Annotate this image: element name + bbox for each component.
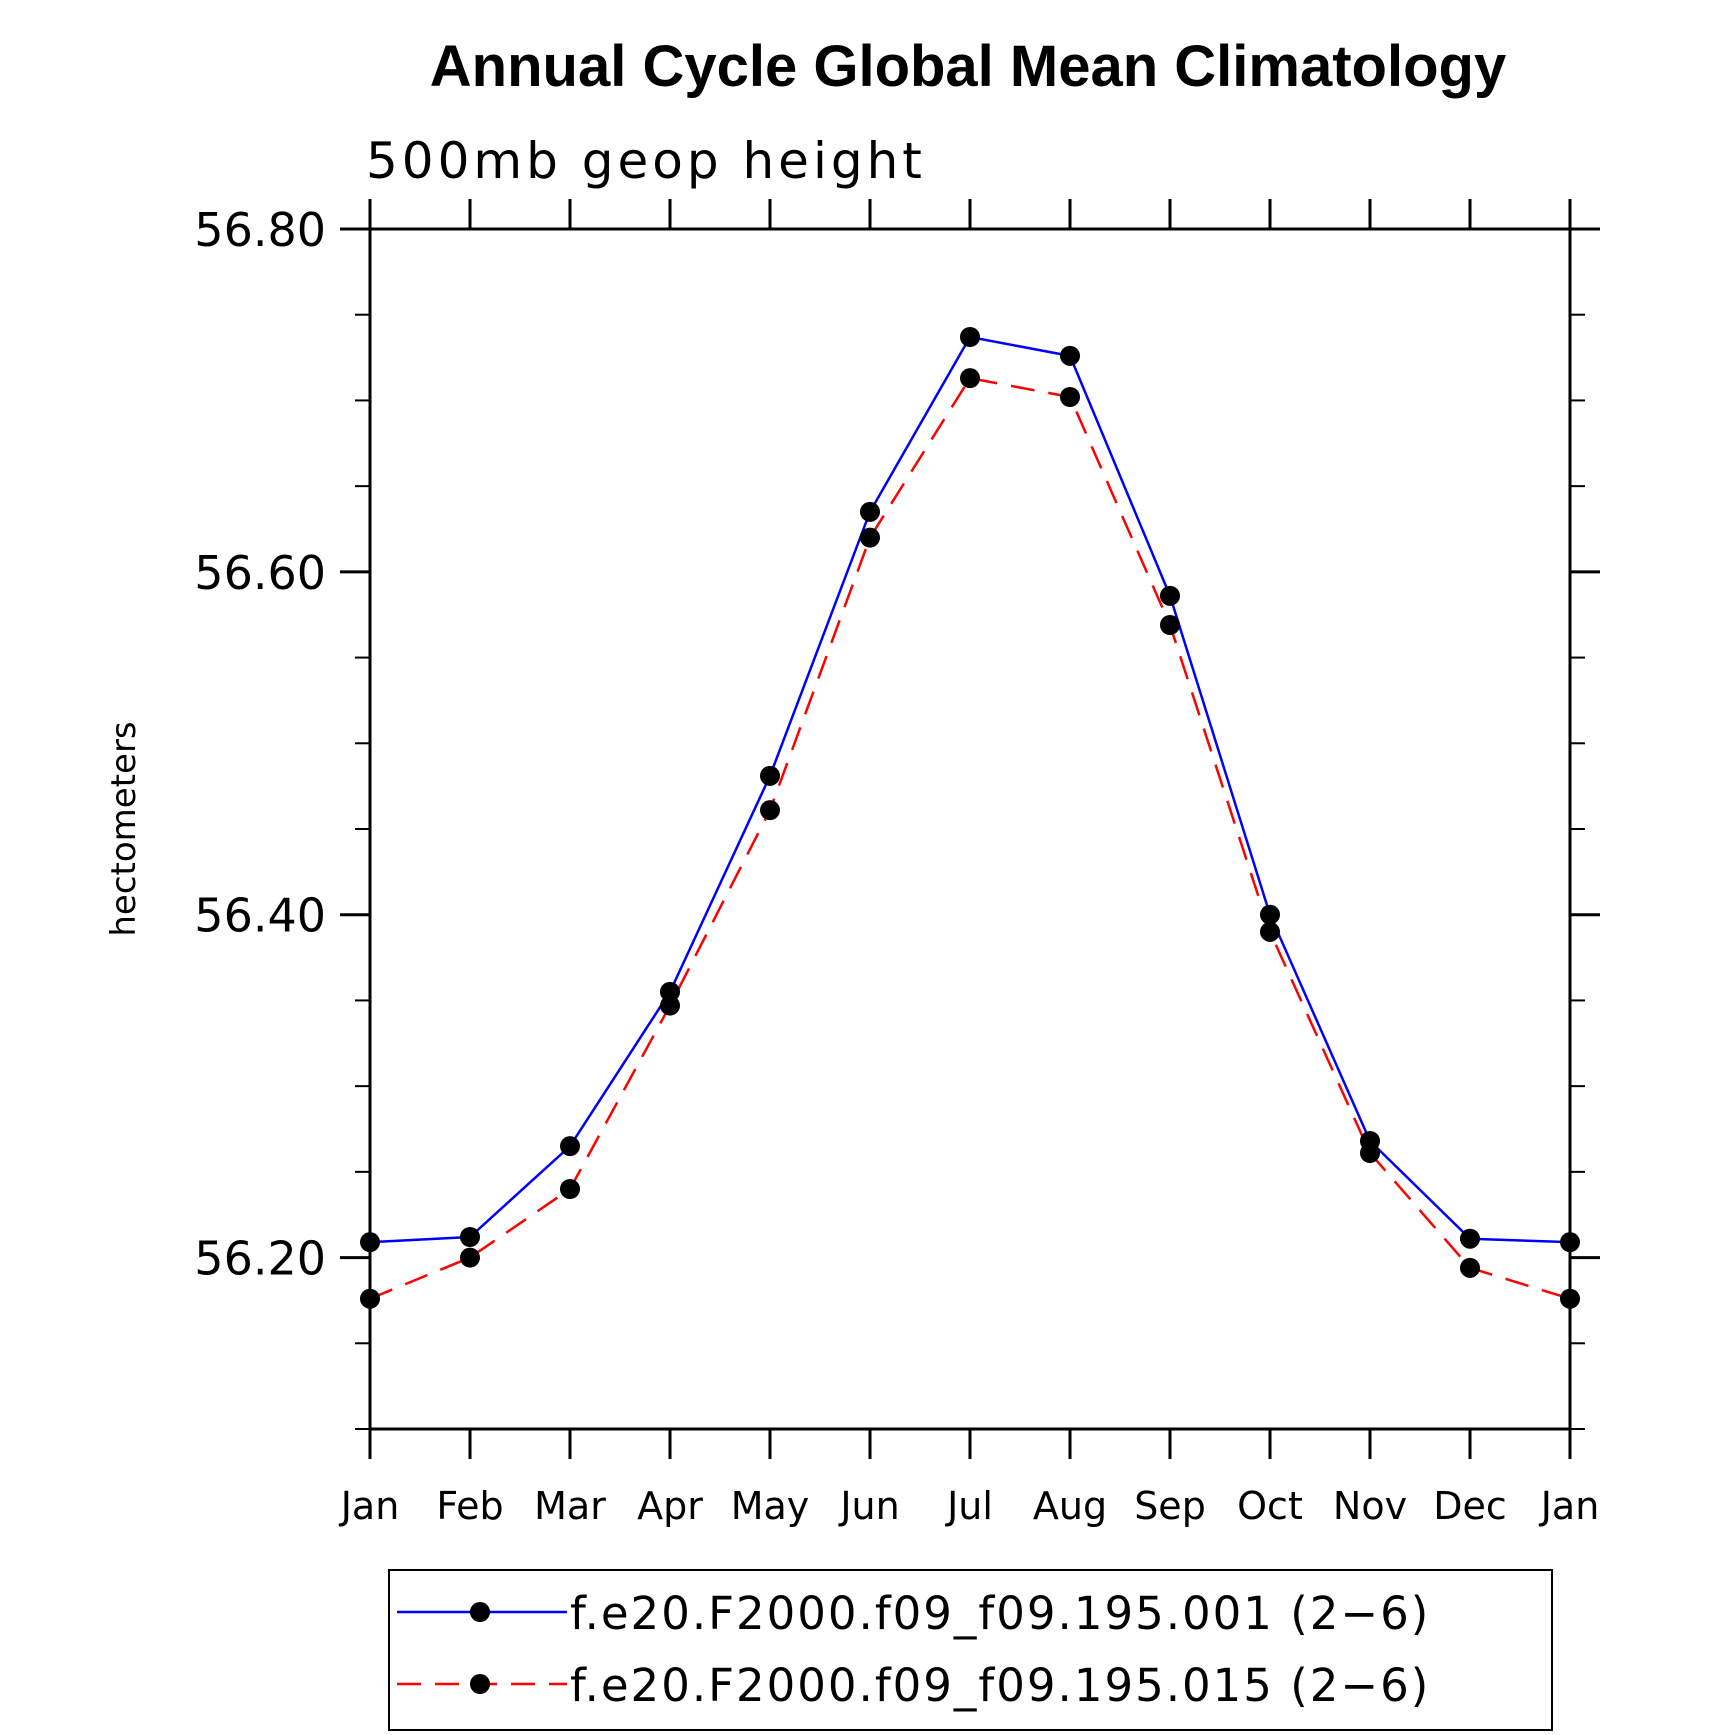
series-layer xyxy=(360,327,1580,1309)
series-2-point xyxy=(1560,1288,1580,1309)
x-tick-label: May xyxy=(731,1484,810,1528)
series-2-point xyxy=(1060,387,1080,407)
chart-subtitle: 500mb geop height xyxy=(366,132,926,190)
legend-label-2: f.e20.F2000.f09_f09.195.015 (2−6) xyxy=(570,1659,1430,1712)
series-2-point xyxy=(860,527,880,548)
series-1-point xyxy=(1060,345,1080,366)
series-2-point xyxy=(960,368,980,389)
series-1-point xyxy=(360,1232,380,1253)
y-axis-label: hectometers xyxy=(104,721,144,936)
x-tick-label: Sep xyxy=(1134,1484,1206,1528)
series-2-point xyxy=(560,1179,580,1199)
x-tick-label: Jan xyxy=(339,1484,400,1528)
x-tick-label: Jan xyxy=(1539,1484,1600,1528)
series-1-point xyxy=(760,765,780,786)
series-1-point xyxy=(1260,904,1280,925)
x-tick-label: Oct xyxy=(1237,1484,1303,1528)
y-tick-label: 56.80 xyxy=(194,203,326,257)
x-tick-label: Dec xyxy=(1433,1484,1507,1528)
series-2-point xyxy=(760,800,780,821)
legend-label-1: f.e20.F2000.f09_f09.195.001 (2−6) xyxy=(570,1587,1430,1640)
y-tick-label: 56.40 xyxy=(194,889,326,943)
series-1-point xyxy=(560,1136,580,1157)
series-2-point xyxy=(1160,615,1180,635)
series-1-point xyxy=(860,501,880,522)
x-tick-label: Feb xyxy=(436,1484,503,1528)
x-tick-label: Apr xyxy=(637,1484,703,1528)
legend: f.e20.F2000.f09_f09.195.001 (2−6) f.e20.F… xyxy=(397,1587,1430,1712)
axis-ticks: Jan Feb Mar Apr May Jun Jul Aug Sep Oct Nov Dec Jan 5… xyxy=(194,199,1600,1528)
x-tick-label: Nov xyxy=(1333,1484,1407,1528)
series-2-point xyxy=(360,1288,380,1309)
series-1-point xyxy=(460,1227,480,1247)
y-tick-label: 56.60 xyxy=(194,546,326,600)
series-1-point xyxy=(660,981,680,1002)
series-line-1 xyxy=(369,335,1571,1244)
series-2-point xyxy=(1360,1143,1380,1163)
y-tick-label: 56.20 xyxy=(194,1232,326,1286)
x-tick-label: Mar xyxy=(534,1484,606,1528)
series-2-point xyxy=(1460,1257,1480,1278)
series-1-point xyxy=(960,327,980,347)
series-1-point xyxy=(1560,1232,1580,1253)
legend-marker-1 xyxy=(470,1602,490,1622)
chart-title: Annual Cycle Global Mean Climatology xyxy=(430,34,1506,99)
series-2-point xyxy=(460,1247,480,1268)
x-tick-label: Jul xyxy=(945,1484,993,1528)
series-2-point xyxy=(660,995,680,1016)
series-1-point xyxy=(1160,585,1180,606)
series-1-point xyxy=(1460,1228,1480,1249)
series-2-point xyxy=(1260,921,1280,942)
legend-marker-2 xyxy=(470,1674,490,1694)
plot-frame xyxy=(368,227,1572,1431)
x-tick-label: Aug xyxy=(1033,1484,1107,1528)
legend-box xyxy=(388,1569,1553,1731)
x-tick-label: Jun xyxy=(838,1484,899,1528)
